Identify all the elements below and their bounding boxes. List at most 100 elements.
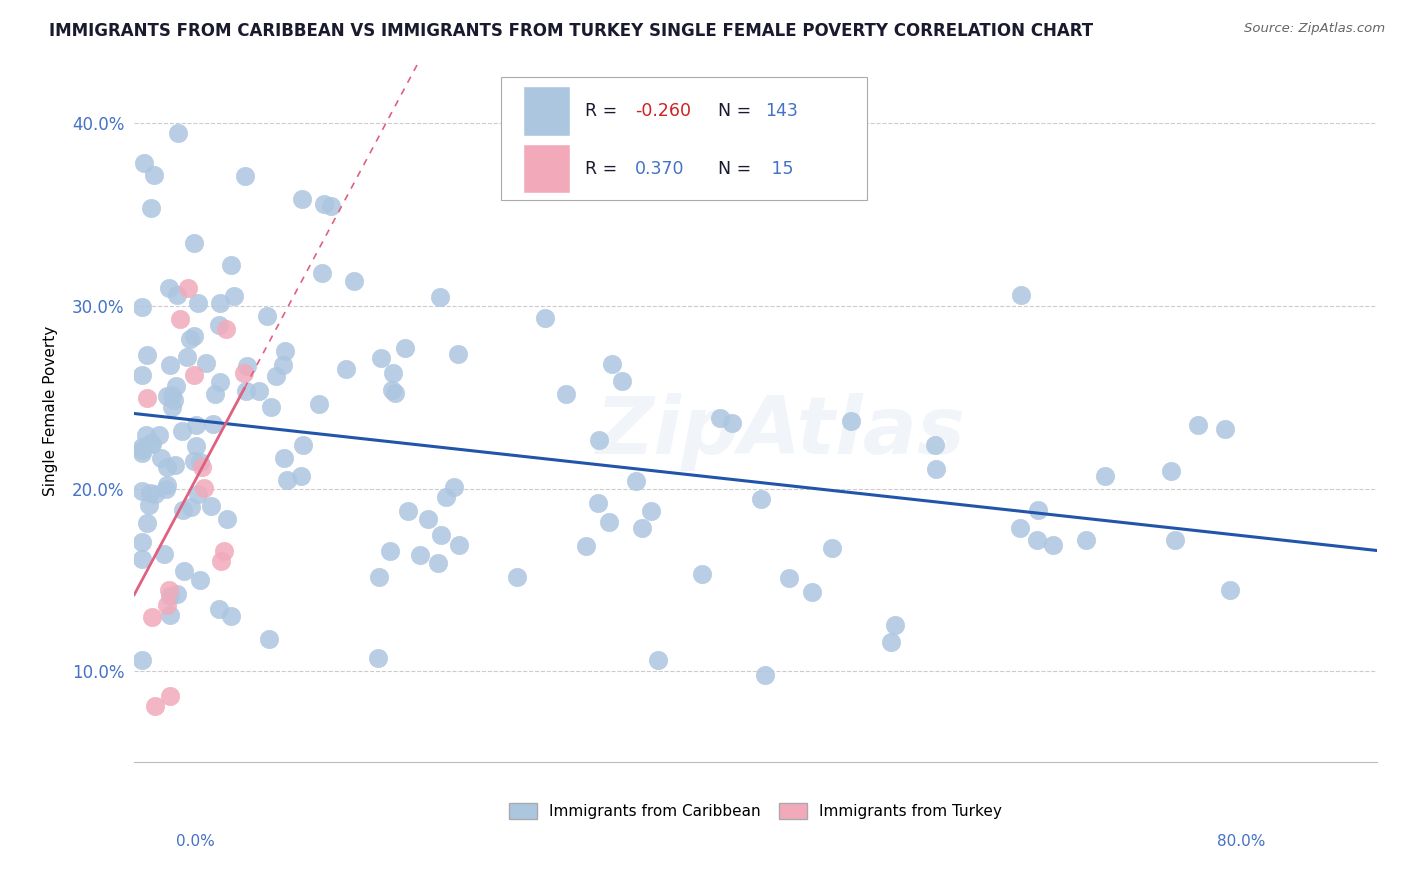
- Point: [162, 400, 184, 414]
- Point: [135, 516, 157, 530]
- Point: [1026, 503, 1049, 517]
- Point: [378, 544, 401, 558]
- Point: [924, 437, 946, 451]
- Point: [169, 311, 191, 326]
- Point: [778, 571, 800, 585]
- Point: [1010, 521, 1032, 535]
- Point: [260, 400, 283, 414]
- Point: [131, 300, 153, 314]
- Point: [586, 496, 609, 510]
- Point: [139, 201, 162, 215]
- Point: [1160, 464, 1182, 478]
- Point: [180, 500, 202, 515]
- Point: [141, 435, 163, 450]
- Point: [257, 632, 280, 646]
- Point: [600, 358, 623, 372]
- Point: [188, 573, 211, 587]
- Point: [1187, 417, 1209, 432]
- Text: 15: 15: [765, 160, 793, 178]
- Point: [215, 322, 238, 336]
- Point: [131, 552, 153, 566]
- Text: N =: N =: [718, 160, 756, 178]
- Point: [291, 192, 314, 206]
- Point: [160, 387, 183, 401]
- Point: [447, 347, 470, 361]
- Point: [163, 458, 186, 472]
- Point: [409, 549, 432, 563]
- Point: [271, 358, 294, 372]
- Text: 0.0%: 0.0%: [176, 834, 215, 849]
- Point: [690, 566, 713, 581]
- Point: [382, 366, 405, 380]
- Point: [598, 515, 620, 529]
- Point: [721, 416, 744, 430]
- Point: [183, 453, 205, 467]
- Point: [368, 570, 391, 584]
- Point: [156, 459, 179, 474]
- Point: [610, 374, 633, 388]
- Point: [624, 474, 647, 488]
- Point: [135, 392, 157, 406]
- Point: [191, 460, 214, 475]
- Point: [187, 296, 209, 310]
- Point: [1026, 533, 1049, 548]
- Point: [156, 389, 179, 403]
- Point: [384, 385, 406, 400]
- Point: [343, 274, 366, 288]
- Point: [208, 318, 231, 332]
- Point: [153, 547, 176, 561]
- Point: [276, 473, 298, 487]
- Point: [183, 328, 205, 343]
- Point: [575, 539, 598, 553]
- Point: [449, 538, 471, 552]
- Point: [193, 481, 215, 495]
- Point: [631, 521, 654, 535]
- Point: [443, 479, 465, 493]
- Point: [219, 259, 242, 273]
- Point: [709, 411, 731, 425]
- Point: [1074, 533, 1097, 548]
- Point: [159, 689, 181, 703]
- Point: [131, 483, 153, 498]
- Point: [186, 418, 208, 433]
- Point: [367, 650, 389, 665]
- Point: [219, 608, 242, 623]
- Point: [172, 503, 194, 517]
- Point: [138, 498, 160, 512]
- Point: [131, 442, 153, 457]
- Point: [215, 512, 238, 526]
- Text: ZipAtlas: ZipAtlas: [596, 393, 966, 471]
- Point: [233, 366, 256, 380]
- Point: [883, 618, 905, 632]
- Point: [150, 451, 173, 466]
- Point: [156, 598, 179, 612]
- Point: [176, 281, 198, 295]
- Point: [800, 584, 823, 599]
- Point: [647, 653, 669, 667]
- Point: [143, 486, 166, 500]
- Point: [321, 199, 343, 213]
- Text: 80.0%: 80.0%: [1218, 834, 1265, 849]
- Text: -0.260: -0.260: [636, 102, 690, 120]
- Point: [208, 296, 231, 310]
- Point: [1010, 288, 1032, 302]
- Point: [163, 392, 186, 407]
- Point: [506, 570, 529, 584]
- Point: [291, 438, 314, 452]
- Point: [139, 485, 162, 500]
- Point: [1094, 469, 1116, 483]
- Point: [157, 281, 180, 295]
- Text: 143: 143: [765, 102, 799, 120]
- Point: [1219, 583, 1241, 598]
- Text: IMMIGRANTS FROM CARIBBEAN VS IMMIGRANTS FROM TURKEY SINGLE FEMALE POVERTY CORREL: IMMIGRANTS FROM CARIBBEAN VS IMMIGRANTS …: [49, 22, 1094, 40]
- FancyBboxPatch shape: [501, 78, 868, 200]
- Point: [131, 368, 153, 382]
- Point: [290, 468, 312, 483]
- Point: [155, 482, 177, 496]
- Point: [134, 156, 156, 170]
- Point: [273, 450, 295, 465]
- Point: [167, 126, 190, 140]
- Point: [235, 359, 257, 373]
- Point: [209, 376, 232, 390]
- Point: [1215, 422, 1237, 436]
